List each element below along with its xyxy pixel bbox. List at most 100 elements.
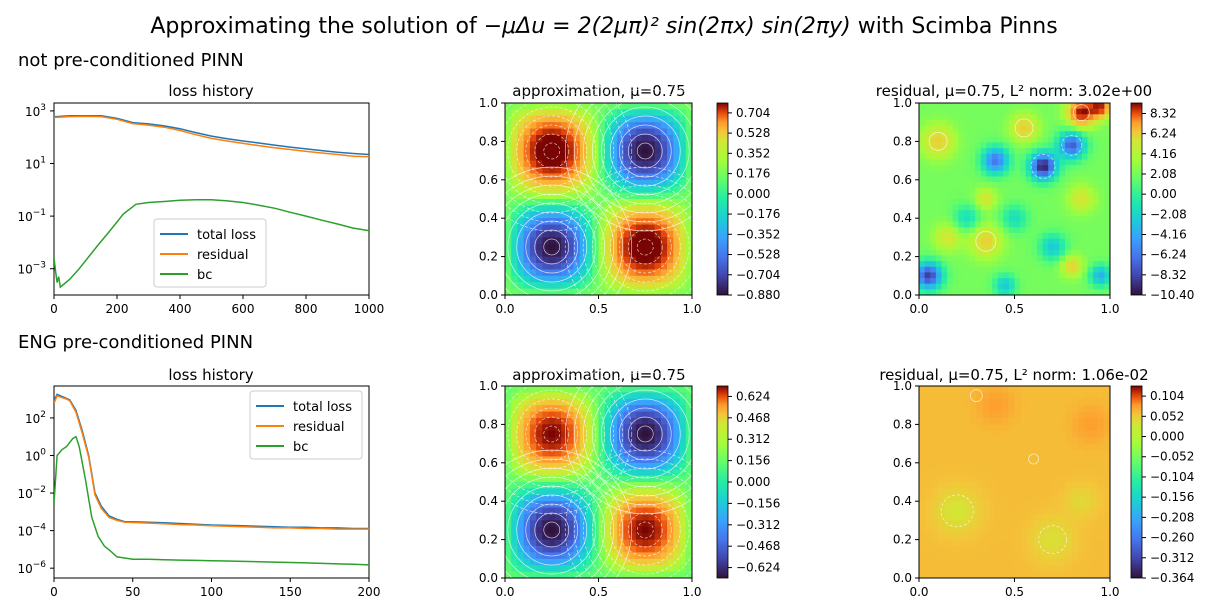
heat-cell <box>1065 501 1073 508</box>
x-tick-label: 0 <box>50 585 58 599</box>
heat-cell <box>919 507 926 515</box>
heat-cell <box>586 135 593 142</box>
heat-cell <box>567 565 574 572</box>
heat-cell <box>1033 507 1041 515</box>
heat-cell <box>1014 204 1021 211</box>
heat-cell <box>1042 272 1049 279</box>
heat-cell <box>1046 411 1054 419</box>
heat-cell <box>642 243 649 251</box>
heat-cell <box>617 539 624 547</box>
heat-cell <box>1053 244 1060 251</box>
heat-cell <box>925 386 933 393</box>
heat-cell <box>654 526 662 534</box>
heat-cell <box>925 514 933 521</box>
heat-cell <box>511 475 518 483</box>
heat-cell <box>1070 272 1077 279</box>
heat-cell <box>1020 552 1028 560</box>
heat-cell <box>623 135 631 142</box>
heat-cell <box>975 114 982 121</box>
heat-cell <box>579 386 587 393</box>
heat-cell <box>1014 571 1022 579</box>
heat-cell <box>1059 411 1066 419</box>
heat-cell <box>517 552 525 560</box>
heat-cell <box>976 501 984 508</box>
heat-cell <box>1027 558 1034 566</box>
heat-cell <box>579 424 587 432</box>
heat-cell <box>975 232 982 239</box>
heat-cell <box>1020 204 1027 211</box>
heat-cell <box>1098 125 1105 132</box>
heat-cell <box>1059 159 1066 166</box>
heat-cell <box>1014 142 1021 149</box>
heat-cell <box>660 488 668 496</box>
heat-cell <box>1031 125 1038 132</box>
heat-cell <box>935 261 942 268</box>
heat-cell <box>579 539 587 547</box>
heat-cell <box>1076 261 1083 268</box>
heat-cell <box>1008 125 1015 132</box>
loss-legend-1: total loss residual bc <box>153 218 267 288</box>
heat-cell <box>561 282 568 289</box>
heat-cell <box>1014 437 1022 444</box>
heat-cell <box>1059 437 1066 444</box>
heat-cell <box>1098 249 1105 256</box>
heat-cell <box>919 539 926 547</box>
heat-cell <box>924 289 931 296</box>
heat-cell <box>673 520 680 528</box>
heat-cell <box>610 109 618 117</box>
heat-cell <box>679 122 687 129</box>
heat-cell <box>975 165 982 172</box>
heat-cell <box>1087 272 1094 279</box>
heat-cell <box>1048 159 1055 166</box>
heat-cell <box>1081 215 1088 222</box>
heat-cell <box>511 243 518 251</box>
heat-cell <box>1001 514 1009 521</box>
heat-cell <box>517 192 525 200</box>
heat-cell <box>1059 153 1066 160</box>
heat-cell <box>1052 558 1060 566</box>
heat-cell <box>1070 221 1077 228</box>
heat-cell <box>1090 462 1098 470</box>
heat-cell <box>511 443 518 451</box>
heat-cell <box>975 187 982 194</box>
heat-cell <box>685 398 693 406</box>
resid-colorbar-1 <box>1130 102 1143 296</box>
heat-cell <box>529 539 537 547</box>
heat-cell <box>982 430 990 438</box>
heat-cell <box>567 405 574 412</box>
heat-cell <box>986 249 993 256</box>
heat-cell <box>947 182 954 189</box>
heat-cell <box>1001 430 1009 438</box>
heat-cell <box>542 128 550 136</box>
heat-cell <box>610 456 618 464</box>
heat-cell <box>1014 165 1021 172</box>
heat-cell <box>554 430 562 438</box>
heat-cell <box>679 533 687 540</box>
heat-cell <box>1046 494 1054 502</box>
heat-cell <box>1090 494 1098 502</box>
heat-cell <box>982 520 990 528</box>
heat-cell <box>523 462 531 470</box>
heat-cell <box>950 494 958 502</box>
heat-cell <box>667 398 674 406</box>
colorbar-tick-label: −0.312 <box>1150 551 1194 565</box>
heat-cell <box>505 488 512 496</box>
heat-cell <box>610 275 618 283</box>
heat-cell <box>1046 526 1054 534</box>
heat-cell <box>598 211 606 219</box>
heat-cell <box>642 160 649 168</box>
heat-cell <box>919 153 926 160</box>
heat-cell <box>623 386 631 393</box>
heat-cell <box>554 571 562 579</box>
heat-cell <box>1003 215 1010 222</box>
heat-cell <box>536 501 543 508</box>
heat-cell <box>598 237 606 245</box>
heat-cell <box>989 533 996 540</box>
heat-cell <box>592 405 599 412</box>
heat-cell <box>598 546 606 553</box>
heat-cell <box>1097 539 1105 547</box>
heat-cell <box>1020 153 1027 160</box>
heat-cell <box>642 482 649 489</box>
heat-cell <box>995 507 1003 515</box>
colorbar-tick-label: −0.156 <box>736 496 780 510</box>
